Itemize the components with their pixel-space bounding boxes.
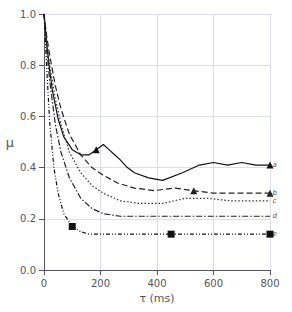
svg-text:0.6: 0.6 bbox=[20, 111, 36, 122]
svg-text:e: e bbox=[272, 230, 277, 239]
svg-text:τ (ms): τ (ms) bbox=[139, 292, 174, 305]
svg-text:0.2: 0.2 bbox=[20, 213, 36, 224]
svg-text:0.8: 0.8 bbox=[20, 60, 36, 71]
svg-text:400: 400 bbox=[147, 278, 166, 289]
svg-text:0.0: 0.0 bbox=[20, 265, 36, 276]
svg-text:d: d bbox=[273, 212, 278, 220]
svg-text:1.0: 1.0 bbox=[20, 9, 36, 20]
svg-text:b: b bbox=[272, 189, 277, 198]
svg-text:μ: μ bbox=[6, 135, 14, 150]
svg-text:c: c bbox=[273, 197, 277, 205]
svg-text:0: 0 bbox=[41, 278, 47, 289]
svg-text:800: 800 bbox=[260, 278, 279, 289]
svg-text:200: 200 bbox=[91, 278, 110, 289]
svg-text:0.4: 0.4 bbox=[20, 162, 36, 173]
svg-text:600: 600 bbox=[204, 278, 223, 289]
svg-text:a: a bbox=[273, 161, 277, 169]
